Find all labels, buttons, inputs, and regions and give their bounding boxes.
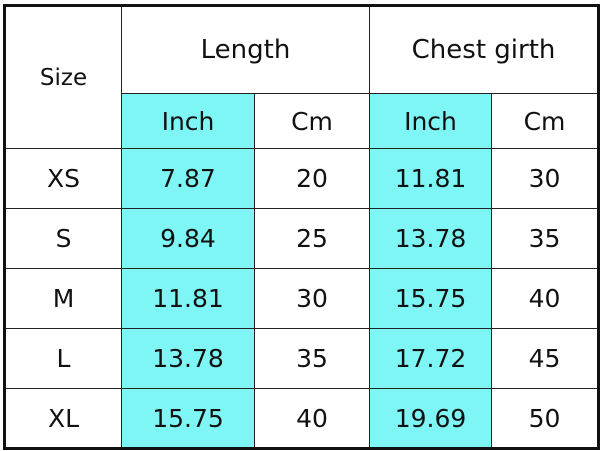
chest-inch-header: Inch <box>369 93 492 149</box>
length-cm-cell: 35 <box>254 328 370 389</box>
size-header: Size <box>4 5 122 149</box>
length-cm-cell: 40 <box>254 388 370 449</box>
chest-inch-cell: 15.75 <box>369 268 492 329</box>
length-cm-header: Cm <box>254 93 370 149</box>
table-row: XS 7.87 20 11.81 30 <box>4 148 600 209</box>
size-cell: S <box>4 208 122 269</box>
chest-inch-cell: 19.69 <box>369 388 492 449</box>
length-inch-cell: 7.87 <box>121 148 255 209</box>
chest-cm-cell: 50 <box>490 388 600 449</box>
size-chart-table: Size Length Chest girth Inch Cm Inch Cm … <box>3 4 600 450</box>
size-cell: XS <box>4 148 122 209</box>
size-cell: L <box>4 328 122 389</box>
length-cm-cell: 30 <box>254 268 370 329</box>
chest-cm-header: Cm <box>490 93 600 149</box>
length-header: Length <box>121 5 370 94</box>
size-cell: M <box>4 268 122 329</box>
chest-girth-header: Chest girth <box>368 5 600 94</box>
chest-cm-cell: 45 <box>490 328 600 389</box>
length-inch-cell: 11.81 <box>121 268 255 329</box>
header-row-groups: Size Length Chest girth <box>4 5 600 149</box>
size-cell: XL <box>4 388 122 449</box>
table-row: M 11.81 30 15.75 40 <box>4 268 600 329</box>
table-row: L 13.78 35 17.72 45 <box>4 328 600 389</box>
table-row: XL 15.75 40 19.69 50 <box>4 388 600 449</box>
length-inch-cell: 13.78 <box>121 328 255 389</box>
chest-inch-cell: 17.72 <box>369 328 492 389</box>
length-cm-cell: 20 <box>254 148 370 209</box>
length-cm-cell: 25 <box>254 208 370 269</box>
chest-inch-cell: 11.81 <box>369 148 492 209</box>
length-inch-cell: 15.75 <box>121 388 255 449</box>
length-inch-cell: 9.84 <box>121 208 255 269</box>
chest-cm-cell: 35 <box>490 208 600 269</box>
chest-inch-cell: 13.78 <box>369 208 492 269</box>
table-row: S 9.84 25 13.78 35 <box>4 208 600 269</box>
chest-cm-cell: 30 <box>490 148 600 209</box>
length-inch-header: Inch <box>121 93 255 149</box>
chest-cm-cell: 40 <box>490 268 600 329</box>
